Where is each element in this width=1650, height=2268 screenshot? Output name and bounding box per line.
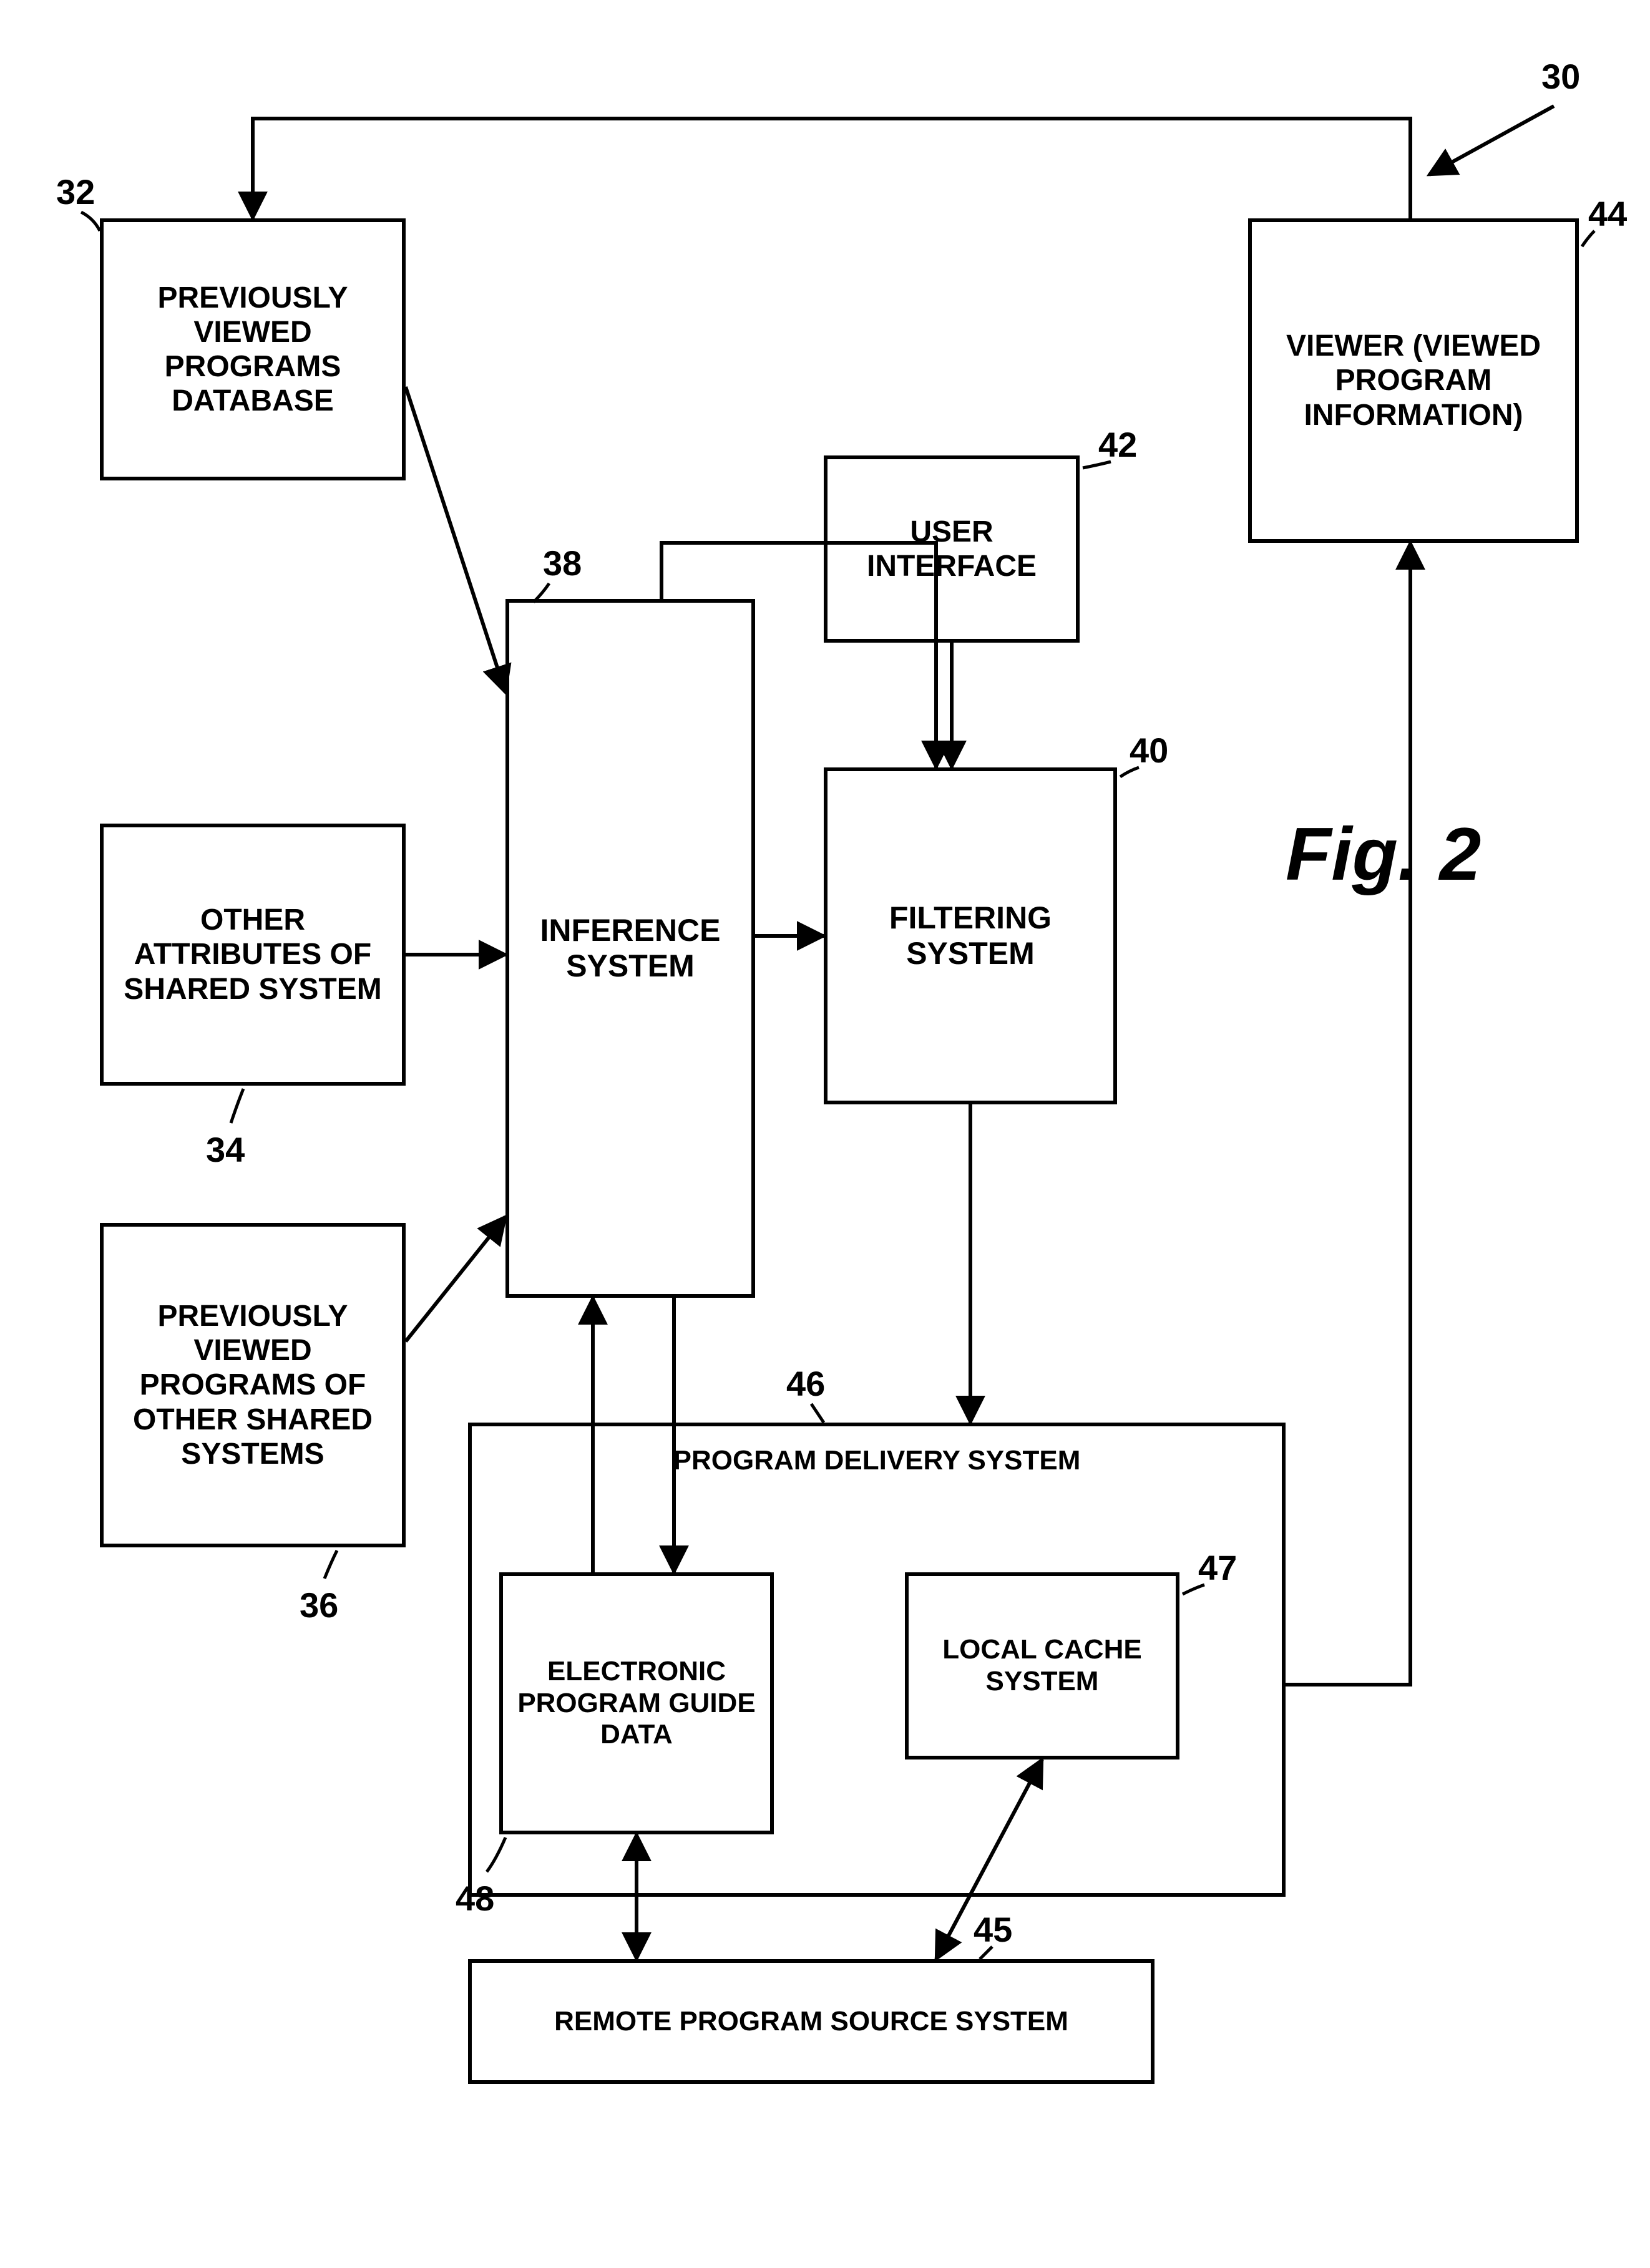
box-remote-source: REMOTE PROGRAM SOURCE SYSTEM [468, 1959, 1155, 2084]
diagram-canvas: PREVIOUSLY VIEWED PROGRAMS DATABASE OTHE… [0, 0, 1650, 2268]
ref-36: 36 [300, 1585, 338, 1625]
box-epg: ELECTRONIC PROGRAM GUIDE DATA [499, 1572, 774, 1834]
ref-30: 30 [1541, 56, 1580, 97]
box-user-interface: USER INTERFACE [824, 455, 1080, 643]
box-label: LOCAL CACHE SYSTEM [921, 1634, 1163, 1697]
box-label: REMOTE PROGRAM SOURCE SYSTEM [554, 2006, 1068, 2038]
box-label: ELECTRONIC PROGRAM GUIDE DATA [515, 1656, 758, 1751]
ref-38: 38 [543, 543, 582, 583]
box-other-attrs: OTHER ATTRIBUTES OF SHARED SYSTEM [100, 824, 406, 1086]
box-label: FILTERING SYSTEM [840, 900, 1101, 972]
box-prev-other-shared: PREVIOUSLY VIEWED PROGRAMS OF OTHER SHAR… [100, 1223, 406, 1547]
ref-34: 34 [206, 1129, 245, 1170]
ref-44: 44 [1588, 193, 1627, 234]
box-label: PREVIOUSLY VIEWED PROGRAMS DATABASE [116, 281, 389, 419]
box-filtering: FILTERING SYSTEM [824, 767, 1117, 1104]
ref-40: 40 [1130, 730, 1168, 771]
ref-32: 32 [56, 172, 95, 212]
box-label: VIEWER (VIEWED PROGRAM INFORMATION) [1264, 329, 1563, 432]
box-viewer: VIEWER (VIEWED PROGRAM INFORMATION) [1248, 218, 1579, 543]
box-prev-viewed-db: PREVIOUSLY VIEWED PROGRAMS DATABASE [100, 218, 406, 480]
figure-label: Fig. 2 [1286, 811, 1481, 897]
box-local-cache: LOCAL CACHE SYSTEM [905, 1572, 1179, 1759]
box-label: PROGRAM DELIVERY SYSTEM [673, 1445, 1081, 1477]
box-label: OTHER ATTRIBUTES OF SHARED SYSTEM [116, 903, 389, 1006]
box-label: PREVIOUSLY VIEWED PROGRAMS OF OTHER SHAR… [116, 1299, 389, 1471]
box-inference: INFERENCE SYSTEM [505, 599, 755, 1298]
ref-42: 42 [1098, 424, 1137, 465]
ref-48: 48 [456, 1878, 494, 1919]
ref-45: 45 [974, 1909, 1012, 1950]
ref-46: 46 [786, 1363, 825, 1404]
box-label: INFERENCE SYSTEM [522, 913, 739, 985]
box-label: USER INTERFACE [840, 515, 1063, 583]
ref-47: 47 [1198, 1547, 1237, 1588]
